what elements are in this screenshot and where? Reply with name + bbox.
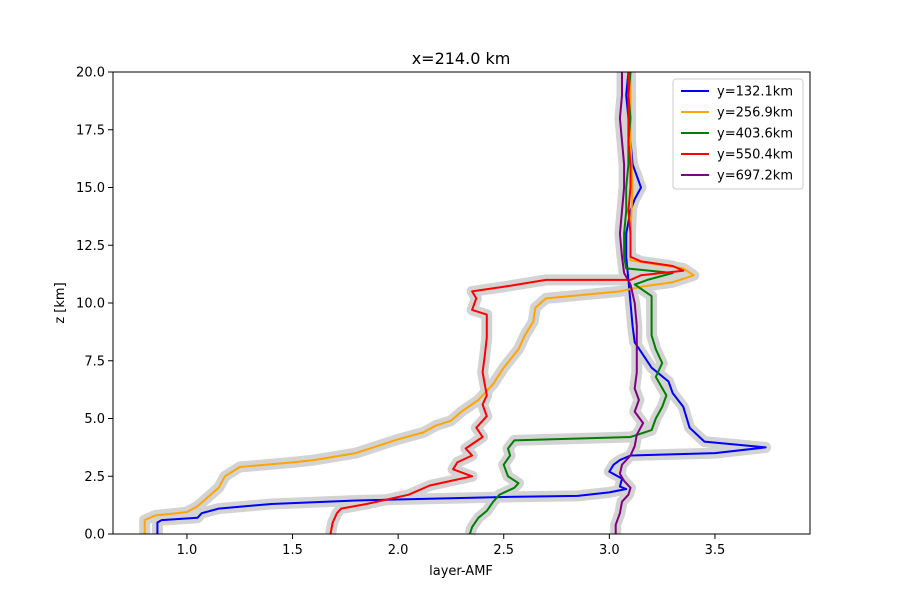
y-tick-label: 15.0: [76, 181, 105, 196]
x-tick-label: 3.0: [599, 543, 620, 558]
legend-box: [672, 78, 804, 190]
y-tick-label: 7.5: [84, 354, 105, 369]
series-line-3: [468, 71, 674, 535]
legend-label: y=550.4km: [717, 148, 793, 163]
y-tick-label: 2.5: [84, 470, 105, 485]
uncertainty-band: [464, 71, 679, 536]
series-line-4: [329, 72, 685, 535]
y-tick-label: 5.0: [84, 412, 105, 427]
series-lines: [143, 71, 767, 535]
series-line-5: [614, 72, 645, 534]
x-axis-ticks: 1.0 1.5 2.0 2.5 3.0 3.5: [177, 534, 726, 558]
legend: y=132.1km y=256.9km y=403.6km y=550.4km y=69…: [672, 78, 804, 190]
y-tick-label: 12.5: [76, 239, 105, 254]
y-tick-label: 20.0: [76, 66, 105, 81]
y-tick-label: 10.0: [76, 297, 105, 312]
x-tick-label: 2.0: [388, 543, 409, 558]
y-axis-label: z [km]: [53, 282, 68, 323]
series-line-1: [156, 71, 767, 534]
legend-label: y=697.2km: [717, 169, 793, 184]
x-tick-label: 2.5: [493, 543, 514, 558]
x-axis-label: layer-AMF: [429, 564, 493, 579]
x-tick-label: 1.5: [282, 543, 303, 558]
x-tick-label: 1.0: [177, 543, 198, 558]
y-axis-ticks: 0.0 2.5 5.0 7.5 10.0 12.5 15.0 17.5 20.0: [76, 66, 113, 543]
y-tick-label: 17.5: [76, 123, 105, 138]
legend-label: y=403.6km: [717, 127, 793, 142]
legend-label: y=256.9km: [717, 106, 793, 121]
x-tick-label: 3.5: [705, 543, 726, 558]
chart-title: x=214.0 km: [412, 49, 511, 68]
legend-label: y=132.1km: [717, 85, 793, 100]
y-tick-label: 0.0: [84, 528, 105, 543]
